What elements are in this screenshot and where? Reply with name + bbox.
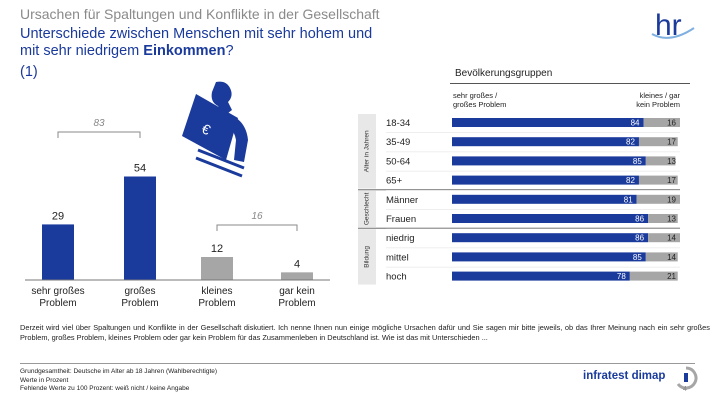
value-small-problem-5: 13 <box>667 215 676 224</box>
category-label-2-1: Problem <box>198 298 235 309</box>
bar-small-problem-8 <box>629 271 678 281</box>
value-large-problem-7: 85 <box>633 253 642 262</box>
group-band-0 <box>358 114 376 189</box>
value-large-problem-1: 82 <box>626 138 635 147</box>
value-small-problem-6: 14 <box>667 234 676 243</box>
bar-0 <box>42 224 74 280</box>
chart-question: Unterschiede zwischen Menschen mit sehr … <box>20 26 410 60</box>
question-number: (1) <box>20 64 38 80</box>
bar-large-problem-1 <box>452 137 639 147</box>
row-label-3: 65+ <box>386 176 403 187</box>
group-title-divider <box>450 83 690 84</box>
value-large-problem-6: 86 <box>635 234 644 243</box>
value-small-problem-1: 17 <box>667 138 676 147</box>
footer-note-population: Grundgesamtheit: Deutsche im Alter ab 18… <box>20 368 218 375</box>
row-label-8: hoch <box>386 272 407 283</box>
bar-small-problem-7 <box>645 252 678 262</box>
hr-logo-icon: hr <box>650 8 700 45</box>
bar-large-problem-8 <box>452 271 630 281</box>
legend-left: sehr großes / großes Problem <box>453 91 506 109</box>
sum-bracket-0 <box>57 131 141 138</box>
row-label-7: mittel <box>386 252 409 263</box>
category-label-1-1: Problem <box>121 298 158 309</box>
category-label-1-0: großes <box>124 286 155 297</box>
bar-value-1: 54 <box>134 163 146 175</box>
bar-large-problem-3 <box>452 175 639 185</box>
bar-large-problem-6 <box>452 233 649 243</box>
legend-right: kleines / gar kein Problem <box>615 91 680 109</box>
footer-notes: Grundgesamtheit: Deutsche im Alter ab 18… <box>20 368 217 394</box>
value-large-problem-8: 78 <box>617 272 626 281</box>
question-line-1: Unterschiede zwischen Menschen mit sehr … <box>20 26 373 42</box>
survey-question-text: Derzeit wird viel über Spaltungen und Ko… <box>20 323 710 342</box>
bar-large-problem-2 <box>452 156 646 166</box>
sum-label-1: 16 <box>251 211 263 222</box>
legend-left-line2: großes Problem <box>453 100 507 109</box>
value-large-problem-2: 85 <box>633 157 642 166</box>
value-small-problem-0: 16 <box>667 119 676 128</box>
question-line-2-bold: Einkommen <box>143 43 226 59</box>
bar-2 <box>201 257 233 280</box>
row-label-5: Frauen <box>386 214 416 225</box>
bar-small-problem-5 <box>648 214 678 223</box>
legend-left-line1: sehr großes / <box>453 91 498 100</box>
category-label-3-1: Problem <box>278 298 315 309</box>
value-small-problem-4: 19 <box>667 195 676 204</box>
bar-value-3: 4 <box>294 258 300 270</box>
bar-1 <box>124 176 156 280</box>
category-label-0-0: sehr großes <box>31 286 84 297</box>
bar-value-2: 12 <box>211 243 223 255</box>
value-large-problem-0: 84 <box>631 119 640 128</box>
question-line-2-suffix: ? <box>225 43 234 59</box>
value-small-problem-7: 14 <box>667 253 676 262</box>
sum-label-0: 83 <box>93 118 105 129</box>
category-label-3-0: gar kein <box>279 286 315 297</box>
value-small-problem-8: 21 <box>667 272 676 281</box>
category-label-0-1: Problem <box>39 298 76 309</box>
bar-large-problem-7 <box>452 252 646 262</box>
value-small-problem-3: 17 <box>667 176 676 185</box>
infratest-logo-icon <box>673 366 699 395</box>
value-large-problem-4: 81 <box>624 195 633 204</box>
legend-right-line1: kleines / gar <box>639 91 680 100</box>
page-number: 4 <box>683 386 687 393</box>
bar-large-problem-0 <box>452 118 644 127</box>
legend-right-line2: kein Problem <box>636 100 680 109</box>
group-label-2: Bildung <box>364 246 371 268</box>
ballot-box-icon: € <box>168 80 268 185</box>
bar-large-problem-5 <box>452 214 649 223</box>
bar-small-problem-3 <box>638 175 678 185</box>
row-label-2: 50-64 <box>386 156 410 167</box>
footer-note-missing: Fehlende Werte zu 100 Prozent: weiß nich… <box>20 385 190 392</box>
group-chart-title: Bevölkerungsgruppen <box>455 68 553 79</box>
bar-3 <box>281 272 313 280</box>
bar-small-problem-0 <box>643 118 680 127</box>
sum-bracket-1 <box>216 224 298 231</box>
value-large-problem-5: 86 <box>635 215 644 224</box>
bar-small-problem-4 <box>636 194 680 204</box>
brand-name: infratest dimap <box>583 370 666 382</box>
row-label-6: niedrig <box>386 233 415 244</box>
row-label-4: Männer <box>386 195 418 206</box>
value-large-problem-3: 82 <box>626 176 635 185</box>
bar-large-problem-4 <box>452 194 637 204</box>
group-label-1: Geschlecht <box>364 192 371 225</box>
category-label-2-0: kleines <box>201 286 232 297</box>
footer-divider <box>20 363 695 364</box>
row-label-0: 18-34 <box>386 118 410 129</box>
group-label-0: Alter in Jahren <box>364 130 371 172</box>
group-band-1 <box>358 190 376 227</box>
group-band-2 <box>358 229 376 285</box>
value-small-problem-2: 13 <box>667 157 676 166</box>
bar-small-problem-2 <box>645 156 676 166</box>
question-line-2-prefix: mit sehr niedrigem <box>20 43 144 59</box>
bar-value-0: 29 <box>52 210 64 222</box>
footer-note-values: Werte in Prozent <box>20 376 69 384</box>
page-title: Ursachen für Spaltungen und Konflikte in… <box>20 6 380 22</box>
row-label-1: 35-49 <box>386 137 410 148</box>
bar-small-problem-1 <box>638 137 678 147</box>
bar-small-problem-6 <box>648 233 680 243</box>
